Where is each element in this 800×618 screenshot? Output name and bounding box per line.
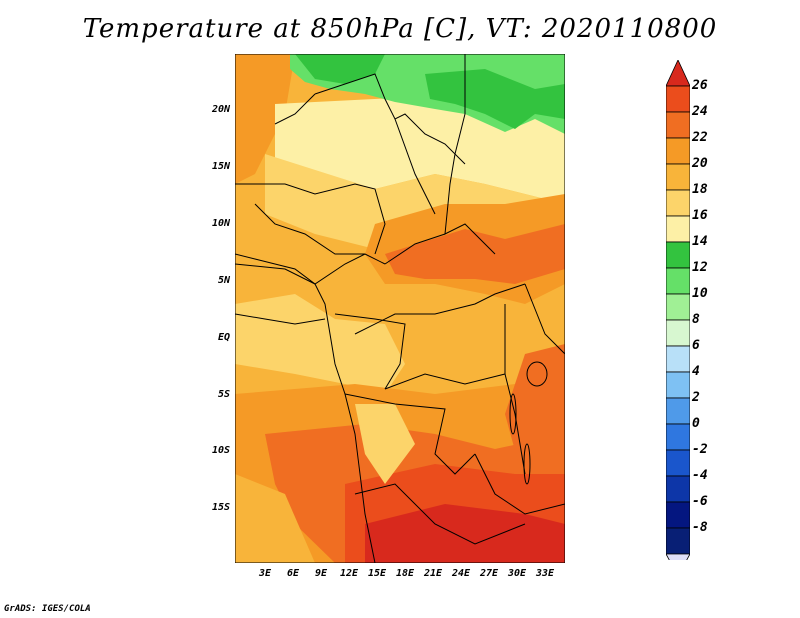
field-pale-west xyxy=(235,294,405,394)
colorbar-segment xyxy=(666,215,690,243)
lon-label: 33E xyxy=(535,568,555,579)
colorbar-segment xyxy=(666,293,690,321)
lon-label: 6E xyxy=(286,568,300,579)
credit-text: GrADS: IGES/COLA xyxy=(4,604,91,614)
field-green-dark-1 xyxy=(295,54,385,84)
lat-label: 15S xyxy=(211,502,230,513)
colorbar-label: 6 xyxy=(692,338,700,353)
lon-label: 18E xyxy=(395,568,415,579)
field-warm-west xyxy=(235,54,295,184)
colorbar-label: 26 xyxy=(692,78,708,93)
lat-label: 10S xyxy=(211,445,230,456)
colorbar-label: 20 xyxy=(692,156,708,171)
lon-label: 15E xyxy=(367,568,387,579)
colorbar-label: -8 xyxy=(692,520,708,535)
country-borders xyxy=(235,54,565,545)
colorbar-segment xyxy=(666,475,690,503)
lat-label: 5S xyxy=(217,389,230,400)
colorbar-segment xyxy=(666,371,690,399)
colorbar-segment xyxy=(666,423,690,451)
colorbar-segment xyxy=(666,319,690,347)
lon-label: 12E xyxy=(339,568,359,579)
lake-malawi xyxy=(523,443,531,485)
colorbar-label: 8 xyxy=(692,312,700,327)
lat-label: 20N xyxy=(211,104,230,115)
lat-label: 10N xyxy=(211,218,230,229)
colorbar-segment xyxy=(666,501,690,529)
west-coastline xyxy=(235,253,376,563)
field-green-dark-2 xyxy=(425,69,565,129)
colorbar-label: 2 xyxy=(692,390,700,405)
colorbar-segment xyxy=(666,241,690,269)
field-light-sw xyxy=(235,474,315,563)
colorbar-label: 24 xyxy=(692,104,708,119)
lake-tanganyika xyxy=(509,393,517,435)
colorbar-label: 22 xyxy=(692,130,708,145)
colorbar-label: 16 xyxy=(692,208,708,223)
colorbar-segment xyxy=(666,163,690,191)
lon-label: 9E xyxy=(314,568,328,579)
lon-label: 30E xyxy=(507,568,527,579)
temperature-map xyxy=(235,54,565,563)
colorbar xyxy=(666,60,690,560)
lat-label: 5N xyxy=(217,275,230,286)
colorbar-segment xyxy=(666,449,690,477)
colorbar-label: -4 xyxy=(692,468,708,483)
colorbar-cap-top xyxy=(666,60,690,87)
colorbar-segment xyxy=(666,111,690,139)
colorbar-segment xyxy=(666,345,690,373)
colorbar-cap-bottom xyxy=(666,553,690,560)
lon-label: 21E xyxy=(423,568,443,579)
lon-label: 27E xyxy=(479,568,499,579)
colorbar-label: -6 xyxy=(692,494,708,509)
field-hot-center xyxy=(385,224,565,284)
colorbar-label: 12 xyxy=(692,260,708,275)
colorbar-segment xyxy=(666,397,690,425)
field-hottest-south xyxy=(365,504,565,563)
lat-label: 15N xyxy=(211,161,230,172)
colorbar-label: 14 xyxy=(692,234,708,249)
colorbar-label: 18 xyxy=(692,182,708,197)
colorbar-segment xyxy=(666,527,690,555)
lon-label: 3E xyxy=(258,568,272,579)
colorbar-label: 0 xyxy=(692,416,700,431)
colorbar-segment xyxy=(666,85,690,113)
lon-label: 24E xyxy=(451,568,471,579)
colorbar-label: 10 xyxy=(692,286,708,301)
field-pale-sw xyxy=(355,404,415,484)
colorbar-label: 4 xyxy=(692,364,700,379)
colorbar-segment xyxy=(666,189,690,217)
lat-label: EQ xyxy=(217,332,230,343)
colorbar-label: -2 xyxy=(692,442,708,457)
chart-title: Temperature at 850hPa [C], VT: 202011080… xyxy=(82,14,718,44)
colorbar-segment xyxy=(666,137,690,165)
colorbar-segment xyxy=(666,267,690,295)
lake-victoria xyxy=(526,361,548,387)
